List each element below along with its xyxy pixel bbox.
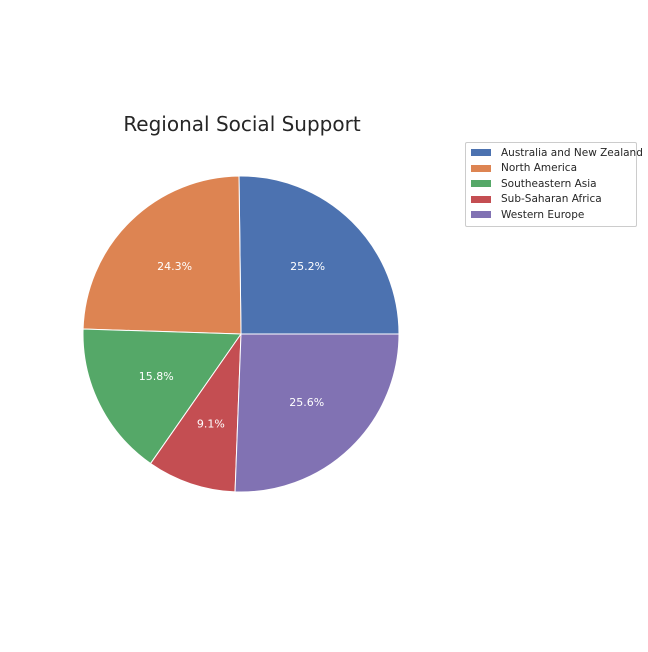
legend-swatch <box>471 211 491 219</box>
legend-item-2: Southeastern Asia <box>466 176 636 192</box>
legend-swatch <box>471 195 491 203</box>
pie-slice-label-4: 25.6% <box>289 396 324 409</box>
legend-swatch <box>471 180 491 188</box>
pie-slice-4 <box>234 333 400 493</box>
legend-item-3: Sub-Saharan Africa <box>466 192 636 208</box>
pie-slice-1 <box>82 175 242 335</box>
pie-slice-label-0: 25.2% <box>290 260 325 273</box>
legend-label: Australia and New Zealand <box>501 146 643 159</box>
legend-label: Southeastern Asia <box>501 177 597 190</box>
pie-slice-label-2: 15.8% <box>139 370 174 383</box>
pie-slice-0 <box>238 175 400 335</box>
pie-slice-3 <box>149 332 242 493</box>
legend-label: Sub-Saharan Africa <box>501 193 602 206</box>
legend-label: North America <box>501 162 578 175</box>
pie-slice-label-1: 24.3% <box>157 260 192 273</box>
pie-slice-2 <box>82 328 242 465</box>
pie-slice-label-3: 9.1% <box>197 417 225 430</box>
chart-title: Regional Social Support <box>123 112 361 136</box>
legend-label: Western Europe <box>501 208 585 221</box>
chart-legend: Australia and New Zealand North America So… <box>465 142 643 227</box>
legend-item-1: North America <box>466 161 636 177</box>
legend-swatch <box>471 164 491 172</box>
legend-swatch <box>471 149 491 157</box>
legend-item-4: Western Europe <box>466 207 636 223</box>
legend-item-0: Australia and New Zealand <box>466 145 643 161</box>
